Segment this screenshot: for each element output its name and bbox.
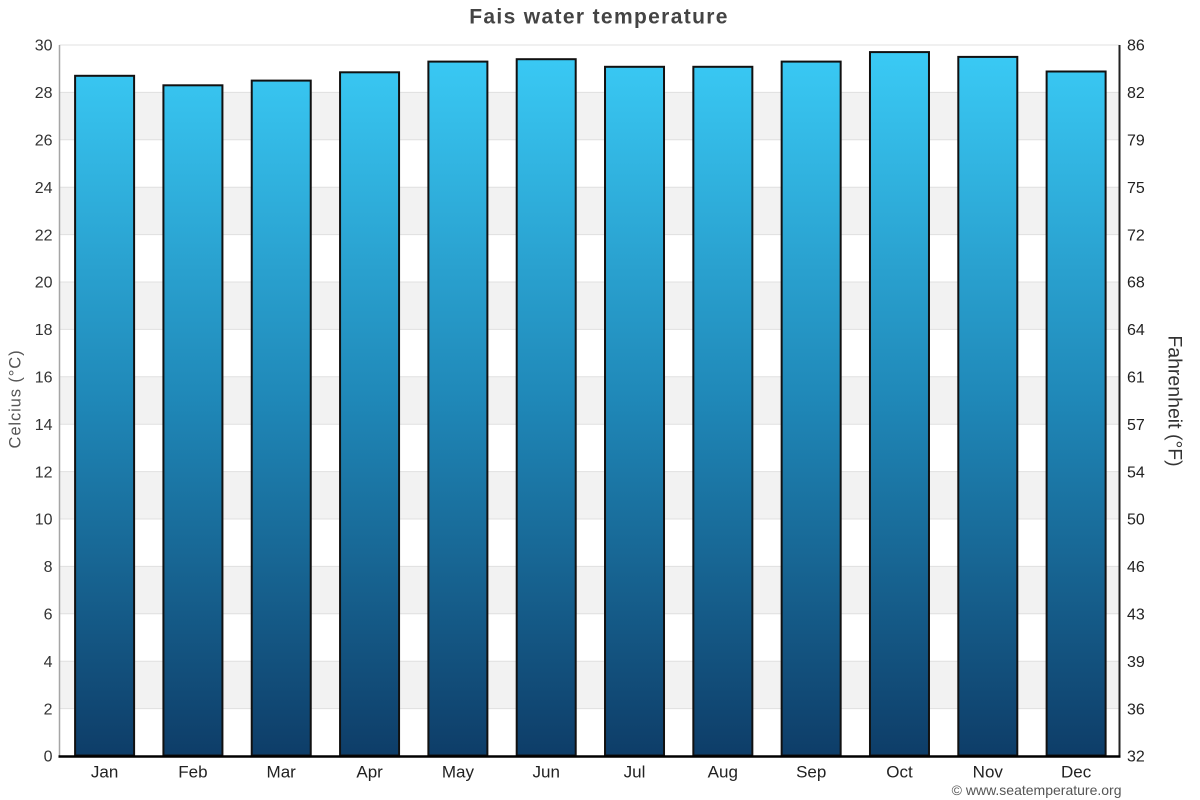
svg-text:Jan: Jan	[91, 763, 118, 782]
svg-text:6: 6	[44, 607, 53, 624]
svg-text:54: 54	[1127, 464, 1145, 481]
svg-text:Fais water temperature: Fais water temperature	[469, 6, 729, 29]
svg-text:May: May	[442, 763, 475, 782]
svg-text:75: 75	[1127, 180, 1145, 197]
svg-text:14: 14	[35, 417, 53, 434]
svg-text:0: 0	[44, 749, 53, 766]
svg-text:16: 16	[35, 370, 53, 387]
svg-text:68: 68	[1127, 275, 1145, 292]
svg-text:Aug: Aug	[708, 763, 738, 782]
svg-text:86: 86	[1127, 38, 1145, 55]
svg-text:Jun: Jun	[532, 763, 559, 782]
svg-text:Apr: Apr	[356, 763, 383, 782]
svg-text:30: 30	[35, 38, 53, 55]
svg-text:10: 10	[35, 512, 53, 529]
svg-text:72: 72	[1127, 227, 1145, 244]
svg-text:18: 18	[35, 322, 53, 339]
svg-text:Mar: Mar	[267, 763, 297, 782]
svg-text:57: 57	[1127, 417, 1145, 434]
svg-text:46: 46	[1127, 559, 1145, 576]
svg-text:4: 4	[44, 654, 53, 671]
svg-text:43: 43	[1127, 607, 1145, 624]
svg-text:Sep: Sep	[796, 763, 826, 782]
svg-text:Fahrenheit (°F): Fahrenheit (°F)	[1164, 335, 1186, 466]
svg-text:22: 22	[35, 227, 53, 244]
svg-text:61: 61	[1127, 370, 1145, 387]
svg-text:8: 8	[44, 559, 53, 576]
svg-text:79: 79	[1127, 133, 1145, 150]
svg-text:64: 64	[1127, 322, 1145, 339]
svg-text:28: 28	[35, 85, 53, 102]
svg-text:Nov: Nov	[973, 763, 1004, 782]
svg-text:Dec: Dec	[1061, 763, 1092, 782]
svg-text:20: 20	[35, 275, 53, 292]
svg-text:24: 24	[35, 180, 53, 197]
svg-text:Feb: Feb	[178, 763, 207, 782]
svg-text:36: 36	[1127, 701, 1145, 718]
svg-text:Jul: Jul	[624, 763, 646, 782]
svg-text:26: 26	[35, 133, 53, 150]
svg-text:82: 82	[1127, 85, 1145, 102]
svg-text:Celcius (°C): Celcius (°C)	[7, 350, 25, 449]
svg-text:32: 32	[1127, 749, 1145, 766]
svg-text:50: 50	[1127, 512, 1145, 529]
svg-text:12: 12	[35, 464, 53, 481]
svg-text:© www.seatemperature.org: © www.seatemperature.org	[952, 782, 1122, 798]
svg-text:2: 2	[44, 701, 53, 718]
svg-text:39: 39	[1127, 654, 1145, 671]
svg-text:Oct: Oct	[886, 763, 913, 782]
